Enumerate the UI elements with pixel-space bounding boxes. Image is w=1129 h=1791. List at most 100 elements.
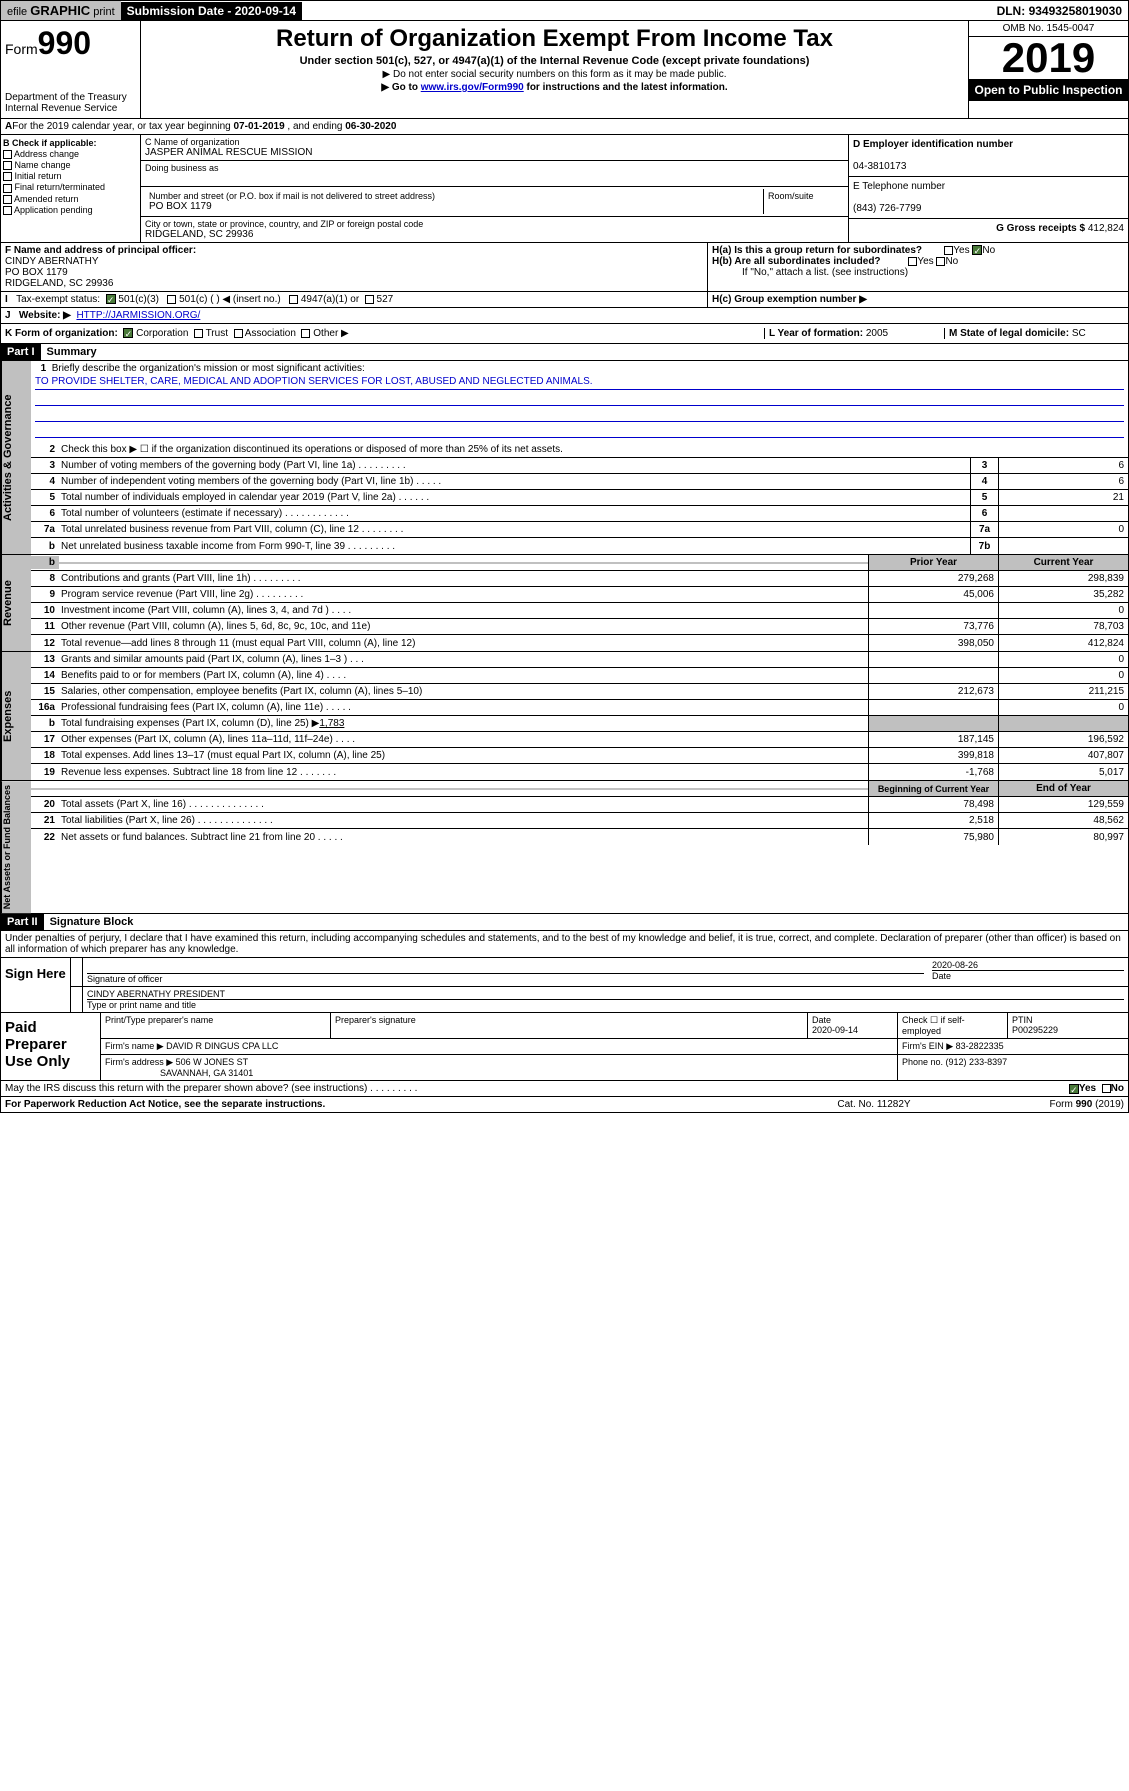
line-20-end: 129,559 (998, 797, 1128, 812)
sign-block: Sign Here Signature of officer 2020-08-2… (0, 958, 1129, 1013)
line-16a-current: 0 (998, 700, 1128, 715)
line-1: 1 Briefly describe the organization's mi… (31, 361, 1128, 442)
line-11: Other revenue (Part VIII, column (A), li… (59, 620, 868, 633)
line-17-prior: 187,145 (868, 732, 998, 747)
section-i: I Tax-exempt status: ✓ 501(c)(3) 501(c) … (1, 292, 708, 307)
chk-discuss-yes[interactable]: ✓ (1069, 1084, 1079, 1094)
line-22: Net assets or fund balances. Subtract li… (59, 831, 868, 844)
header-center: Return of Organization Exempt From Incom… (141, 21, 968, 118)
year-formation: 2005 (866, 328, 888, 339)
line-22-begin: 75,980 (868, 829, 998, 845)
chk-address-change[interactable] (3, 150, 12, 159)
line-4-val: 6 (998, 474, 1128, 489)
chk-ha-no[interactable]: ✓ (972, 245, 982, 255)
officer-name: CINDY ABERNATHY (5, 256, 99, 267)
chk-final-return[interactable] (3, 184, 12, 193)
line-14-current: 0 (998, 668, 1128, 683)
line-7a: Total unrelated business revenue from Pa… (59, 523, 970, 536)
state-domicile: SC (1072, 328, 1086, 339)
line-10: Investment income (Part VIII, column (A)… (59, 604, 868, 617)
chk-hb-yes[interactable] (908, 257, 917, 266)
line-7b-val (998, 538, 1128, 554)
preparer-name-hdr: Print/Type preparer's name (101, 1013, 331, 1038)
line-19: Revenue less expenses. Subtract line 18 … (59, 766, 868, 779)
section-c: C Name of organization JASPER ANIMAL RES… (141, 135, 848, 242)
hb-note: If "No," attach a list. (see instruction… (712, 267, 1124, 278)
line-20-begin: 78,498 (868, 797, 998, 812)
line-8-current: 298,839 (998, 571, 1128, 586)
officer-addr1: PO BOX 1179 (5, 267, 68, 278)
website-link[interactable]: HTTP://JARMISSION.ORG/ (76, 310, 200, 321)
line-16a-prior (868, 700, 998, 715)
page-footer: For Paperwork Reduction Act Notice, see … (0, 1097, 1129, 1113)
chk-assoc[interactable] (234, 329, 243, 338)
discuss-row: May the IRS discuss this return with the… (0, 1081, 1129, 1097)
inspection-badge: Open to Public Inspection (969, 79, 1128, 101)
efile-label: efile GRAPHIC print (1, 1, 121, 20)
chk-501c[interactable] (167, 295, 176, 304)
k-row: K Form of organization: ✓ Corporation Tr… (0, 324, 1129, 344)
firm-name: DAVID R DINGUS CPA LLC (166, 1041, 278, 1051)
line-5-val: 21 (998, 490, 1128, 505)
part1-header: Part I Summary (0, 344, 1129, 361)
line-14-prior (868, 668, 998, 683)
chk-trust[interactable] (194, 329, 203, 338)
revenue-tab: Revenue (1, 555, 31, 651)
chk-amended[interactable] (3, 195, 12, 204)
line-16a: Professional fundraising fees (Part IX, … (59, 701, 868, 714)
line-13: Grants and similar amounts paid (Part IX… (59, 653, 868, 666)
chk-app-pending[interactable] (3, 206, 12, 215)
firm-phone: (912) 233-8397 (946, 1057, 1008, 1067)
chk-4947[interactable] (289, 295, 298, 304)
phone-value: (843) 726-7799 (853, 203, 921, 214)
chk-name-change[interactable] (3, 161, 12, 170)
chk-527[interactable] (365, 295, 374, 304)
firm-ein: 83-2822335 (956, 1041, 1004, 1051)
org-city: RIDGELAND, SC 29936 (145, 229, 844, 240)
begin-year-hdr: Beginning of Current Year (868, 781, 998, 796)
chk-other[interactable] (301, 329, 310, 338)
preparer-sig-hdr: Preparer's signature (331, 1013, 808, 1038)
chk-initial-return[interactable] (3, 172, 12, 181)
ein-value: 04-3810173 (853, 161, 906, 172)
chk-501c3[interactable]: ✓ (106, 294, 116, 304)
org-name-label: C Name of organization (145, 137, 844, 147)
section-f: F Name and address of principal officer:… (1, 243, 708, 291)
line-6-val (998, 506, 1128, 521)
org-address: PO BOX 1179 (149, 201, 759, 212)
chk-corp[interactable]: ✓ (123, 328, 133, 338)
i-row: I Tax-exempt status: ✓ 501(c)(3) 501(c) … (0, 292, 1129, 308)
gross-receipts-value: 412,824 (1088, 223, 1124, 234)
line-18: Total expenses. Add lines 13–17 (must eq… (59, 749, 868, 762)
netassets-tab: Net Assets or Fund Balances (1, 781, 31, 913)
line-6: Total number of volunteers (estimate if … (59, 507, 970, 520)
line-3: Number of voting members of the governin… (59, 459, 970, 472)
self-employed-chk[interactable]: Check ☐ if self-employed (898, 1013, 1008, 1038)
line-13-current: 0 (998, 652, 1128, 667)
current-year-hdr: Current Year (998, 555, 1128, 570)
line-22-end: 80,997 (998, 829, 1128, 845)
line-12-prior: 398,050 (868, 635, 998, 651)
firm-addr1: 506 W JONES ST (176, 1057, 249, 1067)
paid-preparer-label: Paid Preparer Use Only (1, 1013, 101, 1080)
prior-year-hdr: Prior Year (868, 555, 998, 570)
entity-block: B Check if applicable: Address change Na… (0, 135, 1129, 243)
irs-link[interactable]: www.irs.gov/Form990 (421, 82, 524, 93)
governance-section: Activities & Governance 1 Briefly descri… (0, 361, 1129, 555)
dept-irs: Internal Revenue Service (5, 103, 136, 114)
line-7b: Net unrelated business taxable income fr… (59, 540, 970, 553)
form-title: Return of Organization Exempt From Incom… (145, 25, 964, 53)
line-17-current: 196,592 (998, 732, 1128, 747)
tax-year: 2019 (969, 37, 1128, 79)
chk-ha-yes[interactable] (944, 246, 953, 255)
line-15: Salaries, other compensation, employee b… (59, 685, 868, 698)
tax-period: AFor the 2019 calendar year, or tax year… (0, 119, 1129, 135)
j-row: J Website: ▶ HTTP://JARMISSION.ORG/ (0, 308, 1129, 324)
chk-discuss-no[interactable] (1102, 1084, 1111, 1093)
line-21-begin: 2,518 (868, 813, 998, 828)
line-15-current: 211,215 (998, 684, 1128, 699)
officer-addr2: RIDGELAND, SC 29936 (5, 278, 113, 289)
header-right: OMB No. 1545-0047 2019 Open to Public In… (968, 21, 1128, 118)
line-3-val: 6 (998, 458, 1128, 473)
line-12: Total revenue—add lines 8 through 11 (mu… (59, 637, 868, 650)
